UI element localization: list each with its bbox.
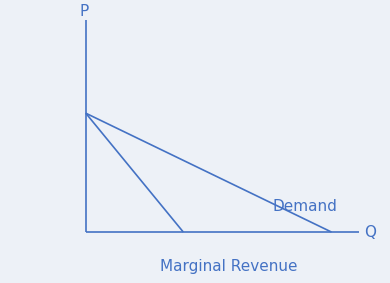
Text: P: P	[79, 4, 89, 19]
Text: Q: Q	[365, 224, 376, 240]
Text: Demand: Demand	[273, 199, 338, 214]
Text: Marginal Revenue: Marginal Revenue	[160, 258, 298, 274]
